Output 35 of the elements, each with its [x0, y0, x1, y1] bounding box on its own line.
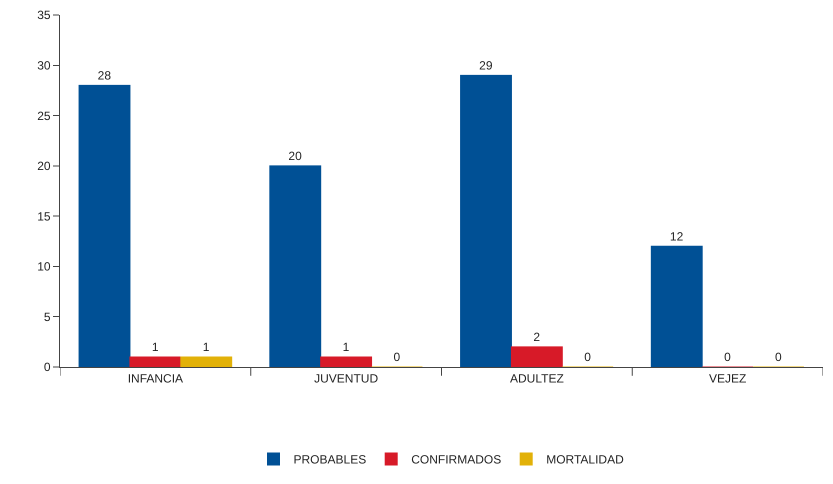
data-label: 28 — [98, 68, 112, 82]
y-tick-label: 35 — [37, 8, 51, 22]
bar — [78, 84, 130, 367]
y-tick-label: 25 — [37, 108, 51, 123]
bar — [510, 346, 563, 367]
data-label: 0 — [774, 350, 782, 364]
legend-label: CONFIRMADOS — [411, 452, 502, 467]
data-label: 0 — [393, 350, 400, 364]
y-tick-label: 30 — [37, 58, 51, 72]
data-label: 2 — [533, 330, 540, 344]
legend-label: PROBABLES — [294, 452, 366, 467]
bar — [460, 74, 512, 367]
data-label: 20 — [288, 148, 302, 163]
data-label: 0 — [584, 350, 592, 364]
data-label: 12 — [670, 229, 684, 244]
data-label: 1 — [152, 340, 159, 354]
bar — [129, 356, 182, 367]
bar — [180, 356, 232, 367]
data-label: 29 — [479, 58, 493, 72]
y-tick-label: 20 — [37, 159, 51, 174]
x-tick-label: VEJEZ — [708, 371, 746, 386]
legend-label: MORTALIDAD — [546, 452, 624, 467]
data-label: 1 — [342, 340, 350, 354]
y-tick-label: 0 — [44, 360, 51, 374]
x-tick-label: ADULTEZ — [510, 371, 564, 386]
x-tick-label: JUVENTUD — [314, 371, 378, 386]
bar — [269, 165, 322, 367]
data-label: 0 — [724, 350, 732, 364]
bar — [320, 356, 372, 367]
data-label: 1 — [202, 340, 210, 354]
x-tick-label: INFANCIA — [128, 371, 184, 386]
bar — [650, 246, 703, 367]
y-tick-label: 5 — [44, 310, 51, 324]
y-tick-label: 15 — [37, 209, 51, 224]
y-tick-label: 10 — [37, 260, 51, 274]
